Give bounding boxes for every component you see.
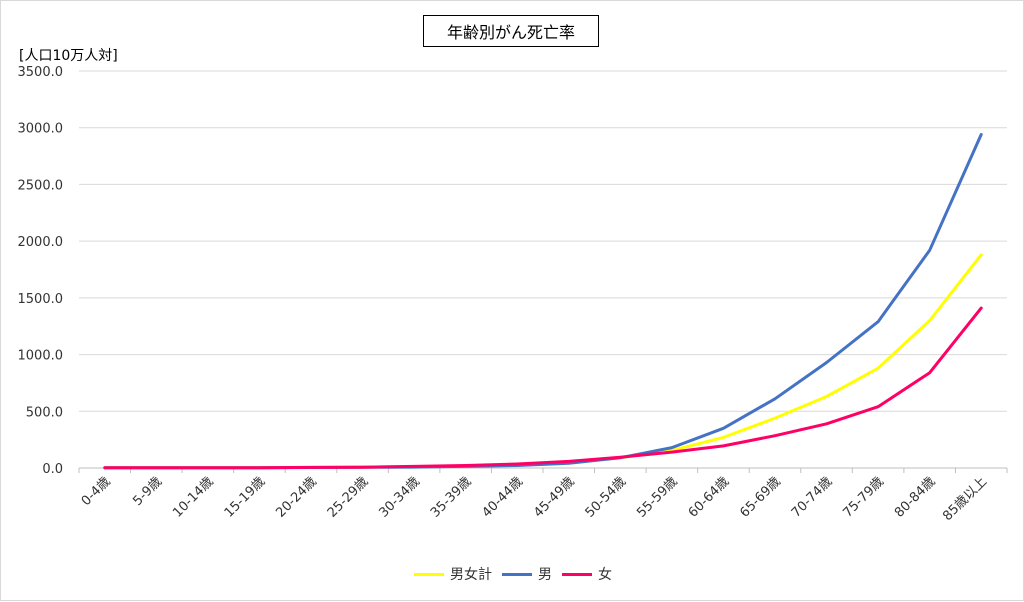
y-tick-label: 3000.0 [18,122,64,137]
x-tick-label: 85歳以上 [940,474,990,524]
chart-title: 年齢別がん死亡率 [423,15,599,47]
x-tick-label: 65-69歳 [737,474,784,521]
chart-legend: 男女計 男 女 [1,564,1024,584]
legend-label-female: 女 [598,567,612,583]
x-tick-label: 35-39歳 [428,474,475,521]
y-tick-label: 3500.0 [18,65,64,80]
legend-item-male: 男 [502,564,552,584]
legend-label-total: 男女計 [450,567,492,583]
y-axis-unit-label: [人口10万人対] [19,48,118,64]
x-tick-label: 0-4歳 [79,474,114,509]
series-line-2 [103,306,983,470]
legend-label-male: 男 [538,567,552,583]
y-tick-label: 1000.0 [18,349,64,364]
x-tick-label: 55-59歳 [634,474,681,521]
legend-item-total: 男女計 [414,564,492,584]
legend-swatch-total [414,572,444,576]
x-tick-label: 50-54歳 [583,474,630,521]
x-tick-label: 60-64歳 [686,474,733,521]
legend-swatch-female [562,572,592,576]
x-tick-label: 5-9歳 [130,474,165,509]
legend-item-female: 女 [562,564,612,584]
x-tick-label: 20-24歳 [273,474,320,521]
x-tick-label: 10-14歳 [170,474,217,521]
legend-swatch-male [502,572,532,576]
y-tick-label: 0.0 [42,462,63,477]
x-tick-label: 30-34歳 [376,474,423,521]
series-line-0 [103,253,983,470]
x-tick-label: 40-44歳 [480,474,527,521]
y-tick-label: 1500.0 [18,292,64,307]
x-tick-label: 15-19歳 [222,474,269,521]
x-tick-label: 70-74歳 [789,474,836,521]
x-tick-label: 80-84歳 [892,474,939,521]
y-tick-label: 500.0 [26,405,63,420]
y-tick-label: 2500.0 [18,178,64,193]
x-tick-label: 45-49歳 [531,474,578,521]
x-tick-label: 25-29歳 [325,474,372,521]
x-tick-label: 75-79歳 [840,474,887,521]
y-tick-label: 2000.0 [18,235,64,250]
